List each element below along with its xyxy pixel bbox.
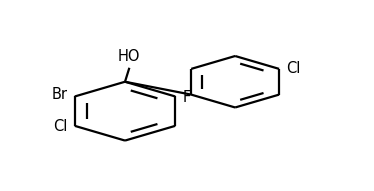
Text: Cl: Cl (286, 61, 301, 76)
Text: Cl: Cl (53, 119, 68, 134)
Text: Br: Br (52, 87, 68, 103)
Text: F: F (183, 90, 191, 105)
Text: HO: HO (118, 49, 141, 64)
